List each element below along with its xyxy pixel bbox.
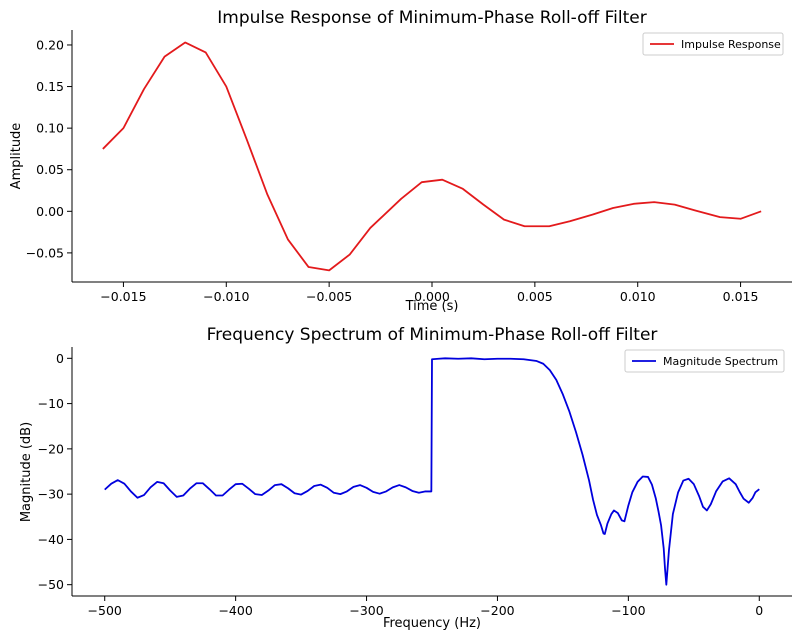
spectrum-x-axis-label: Frequency (Hz) — [383, 616, 481, 631]
impulse-legend-box — [642, 32, 784, 56]
impulse-y-tick-label: 0.00 — [36, 204, 64, 219]
spectrum-chart: Frequency Spectrum of Minimum-Phase Roll… — [19, 325, 792, 631]
impulse-y-tick-label: 0.15 — [36, 79, 64, 94]
impulse-y-ticks: −0.05 0.00 0.05 0.10 0.15 0.20 — [26, 37, 72, 260]
impulse-y-axis-label: Amplitude — [9, 123, 24, 190]
spectrum-y-axis-label: Magnitude (dB) — [19, 422, 34, 522]
spectrum-x-tick-label: −500 — [88, 603, 122, 618]
spectrum-plot-area — [104, 357, 760, 586]
impulse-x-tick-label: −0.015 — [100, 289, 146, 304]
impulse-x-tick-label: 0.005 — [517, 289, 553, 304]
impulse-y-tick-label: 0.05 — [36, 162, 64, 177]
impulse-y-tick-label: −0.05 — [26, 245, 64, 260]
spectrum-y-tick-label: −20 — [38, 441, 64, 456]
spectrum-y-ticks: −50 −40 −30 −20 −10 0 — [38, 351, 72, 592]
impulse-x-ticks: −0.015 −0.010 −0.005 0.000 0.005 0.010 0.015 — [100, 282, 758, 304]
spectrum-legend-label: Magnitude Spectrum — [663, 355, 778, 368]
impulse-chart-title: Impulse Response of Minimum-Phase Roll-o… — [217, 8, 646, 28]
spectrum-y-tick-label: −10 — [38, 396, 64, 411]
impulse-chart: Impulse Response of Minimum-Phase Roll-o… — [9, 8, 792, 314]
impulse-x-tick-label: −0.005 — [306, 289, 352, 304]
impulse-legend-label: Impulse Response — [681, 38, 781, 51]
spectrum-x-tick-label: −300 — [349, 603, 383, 618]
impulse-x-axis-label: Time (s) — [405, 299, 459, 314]
spectrum-y-tick-label: 0 — [56, 351, 64, 366]
spectrum-x-tick-label: −400 — [218, 603, 252, 618]
impulse-x-tick-label: 0.015 — [723, 289, 759, 304]
spectrum-legend: Magnitude Spectrum — [624, 349, 785, 373]
spectrum-y-tick-label: −30 — [38, 487, 64, 502]
impulse-series-line — [102, 41, 762, 272]
impulse-x-tick-label: −0.010 — [203, 289, 249, 304]
spectrum-chart-title: Frequency Spectrum of Minimum-Phase Roll… — [207, 325, 658, 345]
spectrum-axes — [71, 347, 792, 597]
impulse-y-tick-label: 0.20 — [36, 37, 64, 52]
spectrum-legend-box — [624, 349, 785, 373]
spectrum-x-tick-label: 0 — [755, 603, 763, 618]
impulse-x-tick-label: 0.010 — [620, 289, 656, 304]
spectrum-x-ticks: −500 −400 −300 −200 −100 0 — [88, 596, 763, 618]
impulse-axes — [71, 30, 792, 283]
spectrum-y-tick-label: −50 — [38, 577, 64, 592]
impulse-y-tick-label: 0.10 — [36, 121, 64, 136]
spectrum-x-tick-label: −100 — [611, 603, 645, 618]
spectrum-series-line — [104, 357, 760, 586]
impulse-x-tick-label: 0.000 — [414, 289, 450, 304]
spectrum-y-tick-label: −40 — [38, 532, 64, 547]
impulse-plot-area — [102, 41, 762, 272]
impulse-legend: Impulse Response — [642, 32, 784, 56]
spectrum-x-tick-label: −200 — [480, 603, 514, 618]
